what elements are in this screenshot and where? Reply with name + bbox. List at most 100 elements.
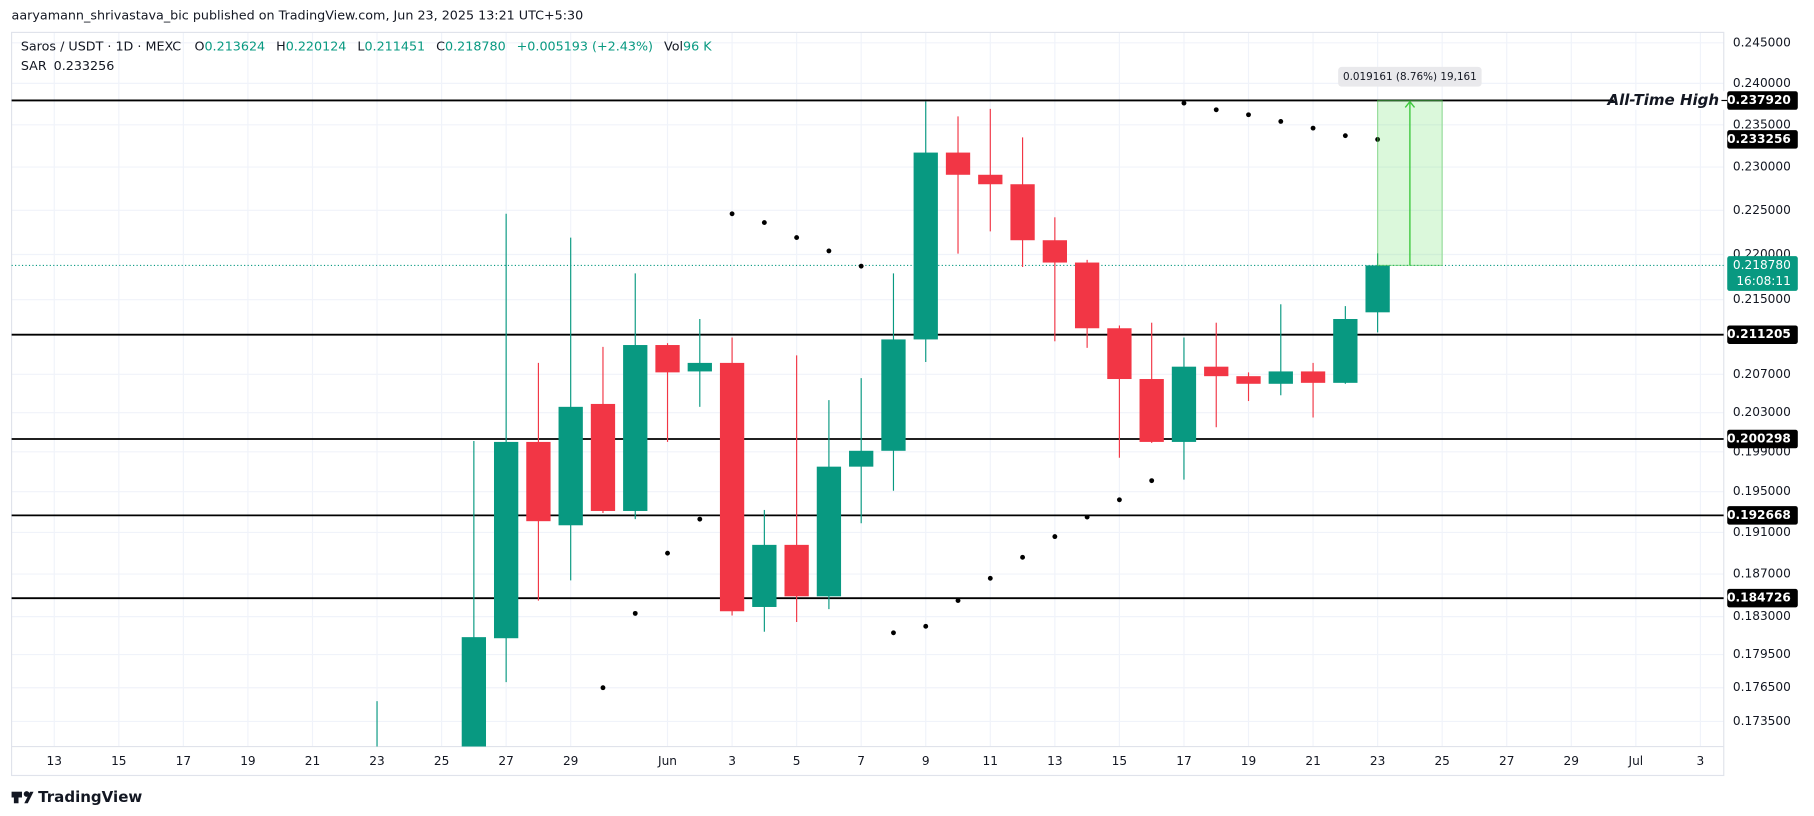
y-tick-label: 0.176500 — [1733, 680, 1791, 694]
candle-body — [719, 362, 745, 612]
x-tick-label: 21 — [305, 754, 320, 768]
sar-dot — [600, 685, 606, 691]
sar-dot — [1020, 554, 1026, 560]
candle-body — [1010, 184, 1035, 241]
candle-body — [590, 403, 616, 511]
y-tick-label: 0.183000 — [1733, 609, 1791, 623]
y-tick-label: 0.203000 — [1733, 405, 1791, 419]
x-tick-label: 13 — [47, 754, 62, 768]
sar-dot — [697, 516, 703, 522]
x-tick-label: 5 — [793, 754, 801, 768]
candle-body — [1074, 262, 1100, 329]
level-label-box — [1727, 429, 1798, 449]
overlay: 0.245000 0.240000 0.235000 0.230000 0.225000… — [47, 35, 1798, 768]
level-label-box — [1727, 91, 1798, 110]
sar-dot — [632, 610, 638, 616]
y-tick-label: 0.179500 — [1733, 647, 1791, 661]
annotation-bg — [1613, 91, 1728, 110]
x-tick-label: 23 — [369, 754, 384, 768]
ohlc-key: C — [436, 38, 445, 53]
x-tick-label: 29 — [563, 754, 578, 768]
pane-border — [10, 31, 1725, 777]
x-tick-label: 7 — [857, 754, 865, 768]
x-tick-label: 15 — [111, 754, 126, 768]
ohlc-value: 0.211451 — [364, 38, 425, 53]
x-tick-label: 17 — [1176, 754, 1191, 768]
candle-body — [1268, 371, 1293, 384]
x-tick-label: Jul — [1628, 754, 1644, 768]
sar-dot — [955, 598, 961, 603]
x-tick-label: 15 — [1112, 754, 1127, 768]
y-tick-label: 0.215000 — [1733, 292, 1791, 306]
sar-dot — [1278, 118, 1284, 124]
sar-dot — [794, 235, 800, 241]
candle-body — [978, 174, 1003, 185]
candle-body — [752, 544, 777, 607]
sar-dot — [1052, 534, 1058, 540]
current-price-label: 0.218780 — [1733, 258, 1791, 272]
x-tick-label: 11 — [983, 754, 998, 768]
x-tick-label: 13 — [1047, 754, 1062, 768]
x-tick-label: 23 — [1370, 754, 1385, 768]
sar-dot — [665, 550, 670, 556]
sar-dot — [923, 623, 929, 629]
level-label: 0.200298 — [1727, 431, 1791, 445]
sar-dot — [987, 575, 993, 581]
ohlc-value: 0.213624 — [204, 38, 265, 53]
y-tick-label: 0.240000 — [1733, 76, 1791, 90]
candle-body — [1107, 328, 1132, 380]
y-tick-label: 0.207000 — [1733, 367, 1791, 381]
sar-legend: SAR 0.233256 — [21, 57, 114, 72]
sar-dot — [858, 263, 864, 269]
sar-dot — [1116, 497, 1122, 503]
y-tick-label: 0.195000 — [1733, 484, 1791, 498]
y-tick-label: 0.245000 — [1733, 35, 1791, 49]
candle-body — [1204, 366, 1229, 377]
level-label-box — [1727, 325, 1798, 344]
candle-body — [558, 406, 583, 526]
candle-body — [623, 345, 648, 511]
change: +0.005193 (+2.43%) — [517, 38, 653, 53]
ohlc-value: 0.220124 — [286, 38, 347, 53]
y-tick-label: 0.235000 — [1733, 117, 1791, 131]
y-tick-label: 0.173500 — [1733, 714, 1791, 728]
publisher: aaryamann_shrivastava_bic published on T… — [12, 8, 584, 23]
countdown: 16:08:11 — [1736, 274, 1791, 288]
ohlc-value: 0.218780 — [445, 38, 506, 53]
candle-body — [881, 339, 906, 451]
x-tick-label: Jun — [657, 754, 677, 768]
level-label: 0.211205 — [1727, 327, 1791, 341]
sar-dot — [1213, 107, 1219, 113]
x-tick-label: 9 — [922, 754, 930, 768]
grid — [11, 32, 1724, 747]
candle-body — [1139, 379, 1164, 442]
plot — [11, 99, 1724, 747]
measure-label-box — [1338, 66, 1482, 87]
brand-logo — [11, 791, 34, 804]
ohlc-key: O — [194, 38, 204, 53]
candle-body — [461, 637, 487, 747]
candle-body — [1365, 265, 1390, 313]
candle-body — [526, 441, 551, 522]
measure-label: 0.019161 (8.76%) 19,161 — [1343, 71, 1477, 83]
candle-body — [687, 362, 712, 372]
brand: TradingView — [38, 788, 142, 806]
candle-body — [493, 441, 519, 639]
sar-dot — [761, 220, 767, 225]
y-tick-label: 0.187000 — [1733, 567, 1791, 581]
x-tick-label: 25 — [434, 754, 449, 768]
x-tick-label: 25 — [1434, 754, 1449, 768]
y-tick-label: 0.191000 — [1733, 525, 1791, 539]
candle-body — [1333, 318, 1358, 383]
x-tick-label: 21 — [1305, 754, 1320, 768]
candle-body — [1236, 376, 1261, 384]
level-label-box — [1727, 588, 1798, 608]
volume: 96 K — [683, 38, 712, 53]
y-tick-label: 0.230000 — [1733, 160, 1791, 174]
x-tick-label: 27 — [1499, 754, 1514, 768]
candle-body — [849, 450, 874, 467]
sar-dot — [1084, 514, 1090, 520]
level-label: 0.184726 — [1727, 591, 1791, 605]
